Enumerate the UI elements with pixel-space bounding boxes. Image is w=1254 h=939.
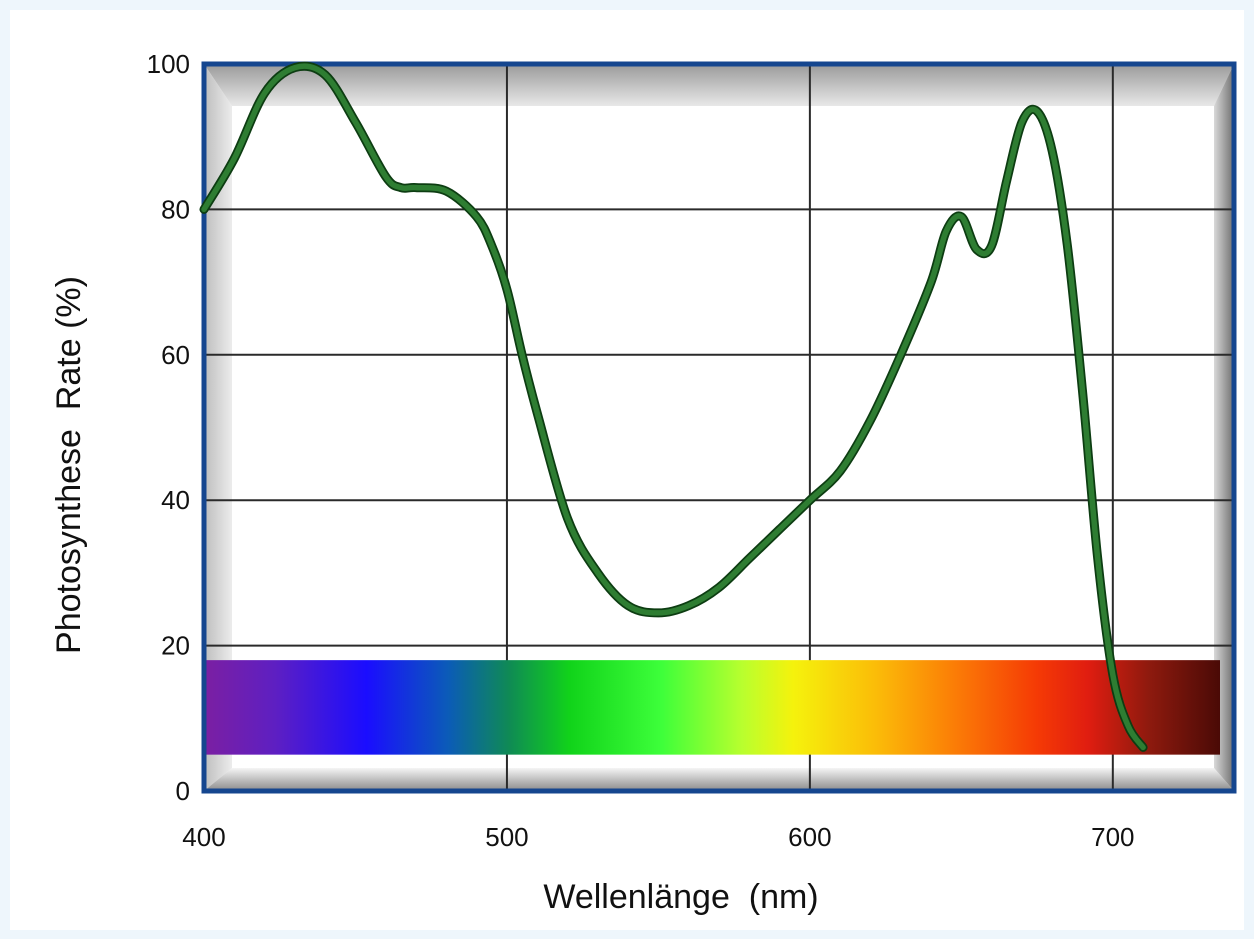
x-tick-label: 500 — [485, 822, 528, 852]
x-tick-label: 400 — [182, 822, 225, 852]
series-point — [202, 207, 206, 211]
series-point — [1005, 178, 1009, 182]
series-point — [868, 418, 872, 422]
series-point — [656, 611, 660, 615]
y-tick-label: 80 — [161, 194, 190, 224]
x-axis-title: Wellenlänge (nm) — [543, 878, 818, 916]
y-tick-label: 20 — [161, 631, 190, 661]
series-point — [808, 498, 812, 502]
series-point — [944, 229, 948, 233]
series-point — [959, 215, 963, 219]
series-point — [596, 571, 600, 575]
series-point — [414, 186, 418, 190]
series-point — [626, 604, 630, 608]
y-tick-label: 100 — [147, 49, 190, 79]
series-point — [475, 215, 479, 219]
series-point — [399, 186, 403, 190]
visible-spectrum-band — [204, 660, 1220, 755]
series-point — [990, 244, 994, 248]
series-point — [838, 469, 842, 473]
series-point — [535, 411, 539, 415]
y-tick-label: 40 — [161, 485, 190, 515]
series-point — [384, 175, 388, 179]
series-point — [1050, 149, 1054, 153]
series-line — [201, 63, 1146, 751]
x-tick-label: 700 — [1091, 822, 1134, 852]
y-tick-label: 0 — [176, 776, 190, 806]
series-point — [444, 189, 448, 193]
series-layer — [199, 61, 1148, 752]
series-point — [899, 353, 903, 357]
plot-border — [201, 61, 1237, 794]
series-point — [566, 516, 570, 520]
tick-labels: 400 500 600 700 0 20 40 60 80 100 — [147, 49, 1135, 852]
series-point — [520, 353, 524, 357]
series-point — [1126, 724, 1130, 728]
series-point — [1096, 556, 1100, 560]
series-point — [353, 120, 357, 124]
series-point — [323, 73, 327, 77]
series-point — [1111, 673, 1115, 677]
series-point — [1020, 120, 1024, 124]
series-point — [293, 66, 297, 70]
series-point — [1065, 244, 1069, 248]
y-tick-label: 60 — [161, 340, 190, 370]
series-point — [505, 287, 509, 291]
series-point — [929, 280, 933, 284]
photosynthesis-chart: 400 500 600 700 0 20 40 60 80 100 Wellenlänge (nm… — [50, 49, 1237, 916]
series-point — [747, 556, 751, 560]
series-point — [1081, 389, 1085, 393]
series-point — [1141, 745, 1145, 749]
series-point — [717, 585, 721, 589]
series-point — [687, 604, 691, 608]
series-point — [490, 244, 494, 248]
series-point — [232, 157, 236, 161]
series-point — [975, 247, 979, 251]
y-axis-title: Photosynthese Rate (%) — [50, 276, 88, 654]
chart-figure: 400 500 600 700 0 20 40 60 80 100 Wellenlänge (nm… — [10, 10, 1244, 930]
series-point — [263, 91, 267, 95]
series-point — [778, 527, 782, 531]
x-tick-label: 600 — [788, 822, 831, 852]
series-point — [1035, 109, 1039, 113]
